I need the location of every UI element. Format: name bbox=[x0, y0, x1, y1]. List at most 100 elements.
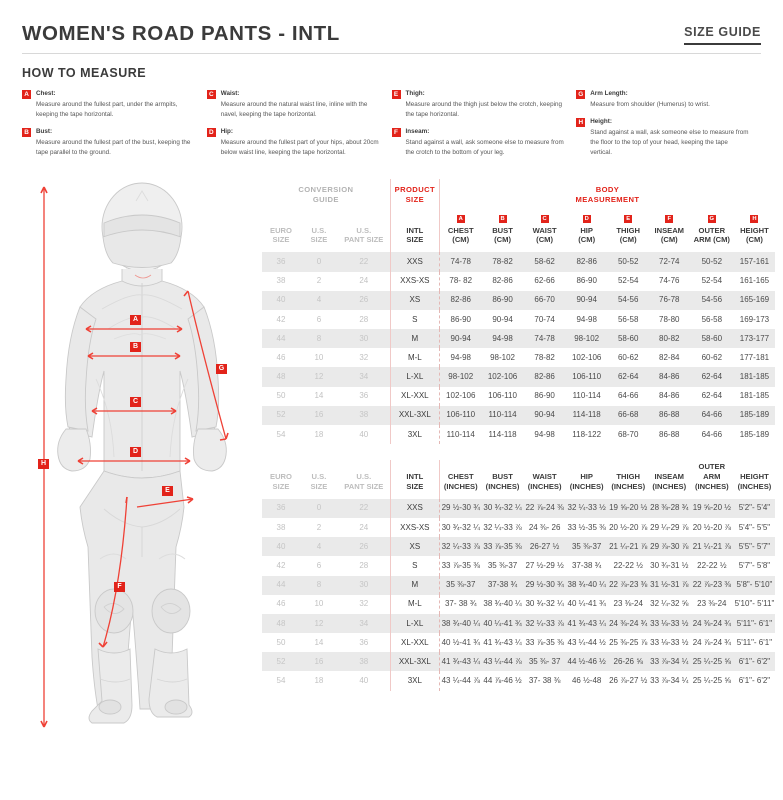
table-cell: 102-106 bbox=[481, 367, 524, 387]
table-cell: 86-90 bbox=[576, 276, 597, 286]
legend-item-bust: B Bust: Measure around the fullest part … bbox=[22, 127, 195, 158]
table-cell: 43 ¼-44 ⅞ bbox=[481, 652, 524, 672]
table-cell: 23 ⅜-24 bbox=[613, 599, 643, 609]
figure-label-e: E bbox=[162, 486, 173, 497]
table-cell: 56-58 bbox=[617, 314, 639, 324]
table-cell: XXS bbox=[389, 252, 440, 272]
legend-desc-height: Stand against a wall, ask someone else t… bbox=[590, 128, 749, 156]
table-cell: 42 bbox=[276, 314, 286, 324]
table-cell: 44 bbox=[262, 575, 300, 595]
table-cell: 37-38 ¾ bbox=[481, 575, 524, 595]
legend-column-3: E Thigh: Measure around the thigh just b… bbox=[391, 89, 577, 165]
table-cell: 38 bbox=[276, 522, 286, 532]
table-cell: 12 bbox=[299, 613, 338, 634]
table-cell: 74-78 bbox=[438, 252, 482, 272]
table-cell: M bbox=[389, 329, 440, 349]
table-cell: 50-52 bbox=[689, 252, 734, 272]
column-header-euro-size: EURO SIZE bbox=[270, 472, 292, 491]
figure-label-g: G bbox=[216, 364, 227, 375]
legend-text-thigh: Thigh: Measure around the thigh just bel… bbox=[406, 89, 565, 120]
legend-item-height: H Height: Stand against a wall, ask some… bbox=[576, 117, 749, 158]
badge-b-icon: B bbox=[22, 128, 31, 138]
table-cell: 46 bbox=[276, 599, 286, 609]
page-header: WOMEN'S ROAD PANTS - INTL SIZE GUIDE bbox=[22, 0, 761, 53]
table-cell: 62-64 bbox=[701, 391, 723, 401]
table-cell: 3XL bbox=[389, 671, 440, 691]
legend-term-arm-length: Arm Length: bbox=[590, 90, 628, 97]
table-cell: 32 ¼-33 ½ bbox=[565, 498, 608, 518]
table-cell: 30 bbox=[337, 329, 391, 349]
column-header-outerarm-inches: OUTER ARM (INCHES) bbox=[694, 462, 729, 491]
table-cell: 50-52 bbox=[607, 252, 649, 272]
measurement-figure: A B C D E F G H bbox=[30, 179, 255, 739]
legend-term-thigh: Thigh: bbox=[405, 90, 425, 97]
table-cell: 66-68 bbox=[607, 405, 649, 426]
legend-text-arm-length: Arm Length: Measure from shoulder (Humer… bbox=[590, 89, 710, 110]
table-cell: 5'10"- 5'11" bbox=[734, 599, 775, 609]
table-cell: 6 bbox=[316, 560, 322, 570]
cm-table-body: 36 0 22 XXS 74-78 78-82 58-62 82-86 50-52 72-74 50… bbox=[262, 252, 775, 445]
badge-c-icon: C bbox=[540, 215, 549, 224]
table-cell: 18 bbox=[314, 429, 324, 439]
table-cell: 14 bbox=[314, 391, 324, 401]
table-cell: 157-161 bbox=[733, 252, 775, 272]
legend-text-bust: Bust: Measure around the fullest part of… bbox=[36, 127, 195, 158]
table-cell: 25 ¼-25 ⅝ bbox=[692, 676, 731, 686]
table-cell: 12 bbox=[299, 367, 338, 387]
table-cell: 114-118 bbox=[565, 405, 608, 426]
table-cell: 56-58 bbox=[701, 314, 723, 324]
legend-text-waist: Waist: Measure around the natural waist … bbox=[221, 89, 380, 120]
table-cell: 34 bbox=[337, 613, 391, 634]
body-area: A B C D E F G H CONVERSION GUIDE PRODUCT bbox=[22, 179, 775, 739]
table-cell: XL-XXL bbox=[389, 633, 440, 653]
table-cell: 5'8"- 5'10" bbox=[733, 575, 775, 595]
table-cell: 38 bbox=[337, 405, 391, 426]
legend-item-hip: D Hip: Measure around the fullest part o… bbox=[206, 127, 380, 158]
column-header-intl-size: INTL SIZE bbox=[389, 209, 440, 253]
table-cell: 20 ½-20 ⅞ bbox=[609, 522, 648, 532]
table-cell: 22 ⅞-23 ⅜ bbox=[607, 575, 649, 595]
table-cell: 35 ⅜-37 bbox=[438, 575, 482, 595]
table-cell: 54-56 bbox=[607, 290, 649, 310]
inches-table-head: EURO SIZE U.S. SIZE U.S. PANT SIZE INTL SIZE CHE… bbox=[262, 460, 775, 499]
table-cell: 106-110 bbox=[488, 391, 517, 401]
badge-d-icon: D bbox=[206, 128, 216, 138]
table-row: 36 0 22 XXS 29 ½-30 ¾ 30 ¾-32 ¼ 22 ⅞-24 ⅜ 32 ¼-… bbox=[262, 498, 775, 518]
table-cell: 33 ½-35 ⅜ bbox=[567, 522, 606, 532]
table-cell: 26 ⅞-27 ½ bbox=[609, 676, 648, 686]
page-title: WOMEN'S ROAD PANTS - INTL bbox=[22, 22, 340, 45]
table-cell: 169-173 bbox=[739, 314, 770, 324]
table-cell: 43 ¼-44 ½ bbox=[567, 637, 606, 647]
figure-label-f: F bbox=[114, 582, 125, 593]
size-table-cm: CONVERSION GUIDE PRODUCT SIZE BODY MEASUREM… bbox=[262, 179, 775, 445]
table-cell: 41 ¾-43 ¼ bbox=[565, 613, 608, 634]
table-cell: 82-86 bbox=[438, 290, 482, 310]
table-cell: XL-XXL bbox=[389, 386, 440, 406]
badge-g-icon: G bbox=[707, 215, 716, 224]
group-header-body: BODY MEASUREMENT bbox=[438, 179, 775, 210]
legend-term-chest: Chest: bbox=[36, 90, 56, 97]
table-cell: 24 ⅜-24 ¾ bbox=[607, 613, 649, 634]
size-guide-badge-wrap: SIZE GUIDE bbox=[684, 23, 761, 46]
cm-column-header-row: EURO SIZE U.S. SIZE U.S. PANT SIZE INTL SIZE A CH… bbox=[262, 209, 775, 253]
table-row: 48 12 34 L-XL 98-102 102-106 82-86 106-110 62-64… bbox=[262, 367, 775, 387]
table-cell: 5'2"- 5'4" bbox=[733, 498, 775, 518]
column-header-inseam-cm: F INSEAM (CM) bbox=[654, 215, 685, 245]
table-row: 46 10 32 M-L 94-98 98-102 78-82 102-106 60-62 82-… bbox=[262, 348, 775, 368]
table-cell: 33 ⅞-34 ¼ bbox=[648, 652, 690, 672]
table-cell: 35 ⅜- 37 bbox=[523, 652, 566, 672]
table-cell: 90-94 bbox=[523, 405, 566, 426]
legend-item-chest: A Chest: Measure around the fullest part… bbox=[22, 89, 195, 120]
table-cell: 30 bbox=[337, 575, 391, 595]
table-cell: 32 ¼-32 ⅝ bbox=[650, 599, 689, 609]
table-cell: 46 bbox=[276, 352, 286, 362]
table-row: 54 18 40 3XL 43 ¼-44 ⅞ 44 ⅞-46 ½ 37- 38 ⅜ 46 ½-… bbox=[262, 671, 775, 691]
legend-desc-inseam: Stand against a wall, ask someone else t… bbox=[405, 138, 564, 156]
table-cell: 62-64 bbox=[607, 367, 649, 387]
table-cell: 38 bbox=[337, 652, 391, 672]
legend-item-inseam: F Inseam: Stand against a wall, ask some… bbox=[391, 127, 565, 158]
column-header-inseam-inches: INSEAM (INCHES) bbox=[652, 472, 687, 491]
table-cell: 78-80 bbox=[659, 314, 680, 324]
legend-desc-waist: Measure around the natural waist line, i… bbox=[220, 100, 368, 118]
table-cell: 36 bbox=[359, 637, 369, 647]
